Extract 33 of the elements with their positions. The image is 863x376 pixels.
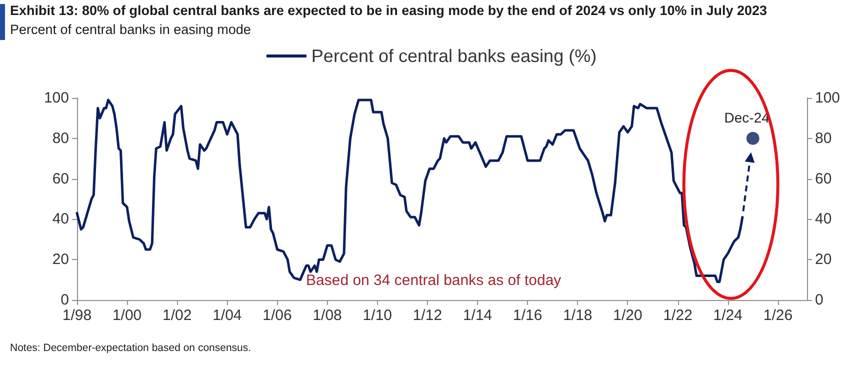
x-tick-label: 1/20 <box>613 307 642 324</box>
y2-tick-label: 60 <box>815 170 832 188</box>
x-tick-label: 1/00 <box>112 307 142 324</box>
x-tick-label: 1/26 <box>763 307 793 324</box>
y-tick-label: 100 <box>44 90 69 106</box>
y2-tick-label: 20 <box>815 251 832 268</box>
text: Notes: December-expectation based on consensus. <box>10 342 252 354</box>
y-tick-label: 0 <box>60 292 69 308</box>
x-tick-label: 1/04 <box>212 307 242 324</box>
x-tick-label: 1/98 <box>62 307 92 324</box>
y2-tick-label: 100 <box>815 90 840 106</box>
x-tick-label: 1/12 <box>412 307 442 324</box>
y2-tick-label: 0 <box>815 292 824 308</box>
x-tick-label: 1/24 <box>713 307 742 324</box>
y-tick-label: 60 <box>52 170 69 188</box>
annotation: Based on 34 central banks as of today <box>306 272 562 289</box>
x-tick-label: 1/14 <box>462 307 492 324</box>
x-tick-label: 1/08 <box>312 307 342 324</box>
x-tick-label: 1/06 <box>262 307 292 324</box>
chart-subtitle: Percent of central banks in easing mode <box>10 22 251 37</box>
y-tick-label: 40 <box>52 210 69 228</box>
y2-tick-label: 80 <box>815 130 832 147</box>
x-tick-label: 1/16 <box>512 307 542 324</box>
x-tick-label: 1/18 <box>563 307 592 324</box>
annotation: Dec-24 <box>724 109 770 126</box>
legend-label: Percent of central banks easing (%) <box>311 46 597 66</box>
y-tick-label: 80 <box>52 130 69 147</box>
y-tick-label: 20 <box>52 251 69 268</box>
x-tick-label: 1/02 <box>162 307 192 324</box>
x-tick-label: 1/10 <box>362 307 392 324</box>
chart-title: Exhibit 13: 80% of global central banks are expected to be in easing mode by the end of 2024 vs only 10% in July 2023 <box>10 3 768 18</box>
y2-tick-label: 40 <box>815 210 832 228</box>
x-tick-label: 1/22 <box>663 307 692 324</box>
